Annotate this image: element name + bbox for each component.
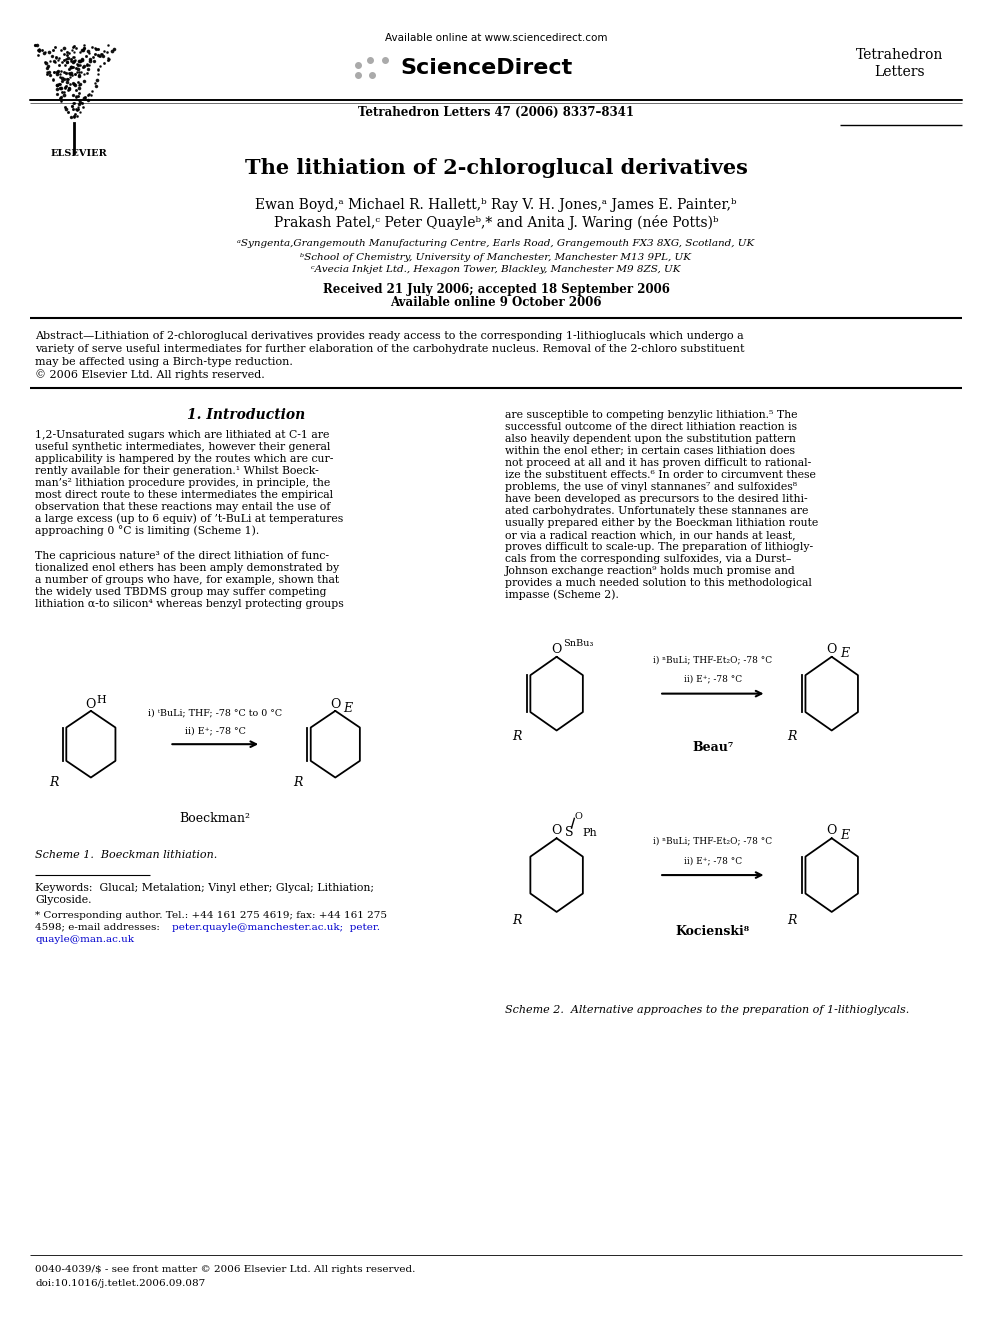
Text: a number of groups who have, for example, shown that: a number of groups who have, for example… [35,576,339,585]
Text: R: R [512,914,522,927]
Text: * Corresponding author. Tel.: +44 161 275 4619; fax: +44 161 275: * Corresponding author. Tel.: +44 161 27… [35,910,387,919]
Text: Johnson exchange reaction⁹ holds much promise and: Johnson exchange reaction⁹ holds much pr… [505,566,796,576]
Text: Received 21 July 2006; accepted 18 September 2006: Received 21 July 2006; accepted 18 Septe… [322,283,670,295]
Text: © 2006 Elsevier Ltd. All rights reserved.: © 2006 Elsevier Ltd. All rights reserved… [35,369,265,381]
Text: R: R [512,730,522,742]
Text: ᵃSyngenta,Grangemouth Manufacturing Centre, Earls Road, Grangemouth FX3 8XG, Sco: ᵃSyngenta,Grangemouth Manufacturing Cent… [237,239,755,249]
Text: ii) E⁺; -78 °C: ii) E⁺; -78 °C [185,726,246,736]
Text: H: H [96,695,106,705]
Text: ize the substituent effects.⁶ In order to circumvent these: ize the substituent effects.⁶ In order t… [505,470,815,480]
Text: successful outcome of the direct lithiation reaction is: successful outcome of the direct lithiat… [505,422,797,433]
Text: approaching 0 °C is limiting (Scheme 1).: approaching 0 °C is limiting (Scheme 1). [35,525,259,536]
Text: ᶜAvecia Inkjet Ltd., Hexagon Tower, Blackley, Manchester M9 8ZS, UK: ᶜAvecia Inkjet Ltd., Hexagon Tower, Blac… [311,266,681,274]
Text: most direct route to these intermediates the empirical: most direct route to these intermediates… [35,490,333,500]
Text: ii) E⁺; -78 °C: ii) E⁺; -78 °C [683,675,742,684]
Text: ScienceDirect: ScienceDirect [400,58,572,78]
Text: Tetrahedron: Tetrahedron [856,48,943,62]
Text: 0040-4039/$ - see front matter © 2006 Elsevier Ltd. All rights reserved.: 0040-4039/$ - see front matter © 2006 El… [35,1266,416,1274]
Text: man’s² lithiation procedure provides, in principle, the: man’s² lithiation procedure provides, in… [35,478,330,488]
Text: The capricious nature³ of the direct lithiation of func-: The capricious nature³ of the direct lit… [35,550,329,561]
Text: E: E [840,830,849,841]
Text: O: O [552,643,561,656]
Text: Tetrahedron Letters 47 (2006) 8337–8341: Tetrahedron Letters 47 (2006) 8337–8341 [358,106,634,119]
Text: 4598; e-mail addresses:: 4598; e-mail addresses: [35,922,163,931]
Text: Kocienski⁸: Kocienski⁸ [676,925,750,938]
Text: O: O [826,824,837,837]
Text: or via a radical reaction which, in our hands at least,: or via a radical reaction which, in our … [505,531,796,540]
Text: ELSEVIER: ELSEVIER [51,148,108,157]
Text: quayle@man.ac.uk: quayle@man.ac.uk [35,934,134,943]
Text: E: E [840,647,849,660]
Text: ated carbohydrates. Unfortunately these stannanes are: ated carbohydrates. Unfortunately these … [505,505,808,516]
Text: tionalized enol ethers has been amply demonstrated by: tionalized enol ethers has been amply de… [35,564,339,573]
Text: problems, the use of vinyl stannanes⁷ and sulfoxides⁸: problems, the use of vinyl stannanes⁷ an… [505,482,797,492]
Text: 1,2-Unsaturated sugars which are lithiated at C-1 are: 1,2-Unsaturated sugars which are lithiat… [35,430,329,441]
Text: Ewan Boyd,ᵃ Michael R. Hallett,ᵇ Ray V. H. Jones,ᵃ James E. Painter,ᵇ: Ewan Boyd,ᵃ Michael R. Hallett,ᵇ Ray V. … [255,198,737,212]
Text: S: S [565,826,573,839]
Text: lithiation α-to silicon⁴ whereas benzyl protecting groups: lithiation α-to silicon⁴ whereas benzyl … [35,599,344,609]
Text: ii) E⁺; -78 °C: ii) E⁺; -78 °C [683,856,742,865]
Text: provides a much needed solution to this methodological: provides a much needed solution to this … [505,578,811,587]
Text: R: R [49,777,59,789]
Text: O: O [552,824,561,837]
Text: within the enol ether; in certain cases lithiation does: within the enol ether; in certain cases … [505,446,795,456]
Text: also heavily dependent upon the substitution pattern: also heavily dependent upon the substitu… [505,434,796,445]
Text: Boeckman²: Boeckman² [180,812,251,826]
Text: rently available for their generation.¹ Whilst Boeck-: rently available for their generation.¹ … [35,466,318,476]
Text: ᵇSchool of Chemistry, University of Manchester, Manchester M13 9PL, UK: ᵇSchool of Chemistry, University of Manc… [301,253,691,262]
Text: have been developed as precursors to the desired lithi-: have been developed as precursors to the… [505,493,807,504]
Text: O: O [330,697,340,710]
Text: Letters: Letters [875,65,926,79]
Text: Available online 9 October 2006: Available online 9 October 2006 [390,296,602,310]
Text: Ph: Ph [582,828,597,837]
Text: cals from the corresponding sulfoxides, via a Durst–: cals from the corresponding sulfoxides, … [505,554,792,564]
Text: useful synthetic intermediates, however their general: useful synthetic intermediates, however … [35,442,330,452]
Text: R: R [788,914,797,927]
Text: R: R [788,730,797,742]
Text: variety of serve useful intermediates for further elaboration of the carbohydrat: variety of serve useful intermediates fo… [35,344,745,355]
Text: impasse (Scheme 2).: impasse (Scheme 2). [505,590,619,601]
Text: Prakash Patel,ᶜ Peter Quayleᵇ,* and Anita J. Waring (née Potts)ᵇ: Prakash Patel,ᶜ Peter Quayleᵇ,* and Anit… [274,214,718,229]
Text: O: O [574,812,582,822]
Text: i) ⁿBuLi; THF-Et₂O; -78 °C: i) ⁿBuLi; THF-Et₂O; -78 °C [654,836,773,845]
Text: R: R [294,777,303,789]
Text: i) ⁿBuLi; THF-Et₂O; -78 °C: i) ⁿBuLi; THF-Et₂O; -78 °C [654,655,773,664]
Text: peter.quayle@manchester.ac.uk;  peter.: peter.quayle@manchester.ac.uk; peter. [172,922,380,931]
Text: The lithiation of 2-chloroglucal derivatives: The lithiation of 2-chloroglucal derivat… [245,157,747,179]
Text: may be affected using a Birch-type reduction.: may be affected using a Birch-type reduc… [35,357,293,366]
Text: observation that these reactions may entail the use of: observation that these reactions may ent… [35,501,330,512]
Text: O: O [826,643,837,656]
Text: Abstract—Lithiation of 2-chloroglucal derivatives provides ready access to the c: Abstract—Lithiation of 2-chloroglucal de… [35,331,744,341]
Text: E: E [343,701,352,714]
Text: Glycoside.: Glycoside. [35,894,91,905]
Text: Scheme 2.  Alternative approaches to the preparation of 1-lithioglycals.: Scheme 2. Alternative approaches to the … [505,1005,910,1015]
Text: Beau⁷: Beau⁷ [692,741,733,754]
Text: are susceptible to competing benzylic lithiation.⁵ The: are susceptible to competing benzylic li… [505,410,798,419]
Text: a large excess (up to 6 equiv) of ’t-BuLi at temperatures: a large excess (up to 6 equiv) of ’t-BuL… [35,513,343,524]
Text: applicability is hampered by the routes which are cur-: applicability is hampered by the routes … [35,454,333,464]
Text: i) ᵗBuLi; THF; -78 °C to 0 °C: i) ᵗBuLi; THF; -78 °C to 0 °C [148,709,283,718]
Text: Available online at www.sciencedirect.com: Available online at www.sciencedirect.co… [385,33,607,44]
Text: Keywords:  Glucal; Metalation; Vinyl ether; Glycal; Lithiation;: Keywords: Glucal; Metalation; Vinyl ethe… [35,882,374,893]
Text: 1. Introduction: 1. Introduction [186,407,306,422]
Text: proves difficult to scale-up. The preparation of lithiogly-: proves difficult to scale-up. The prepar… [505,542,813,552]
Text: not proceed at all and it has proven difficult to rational-: not proceed at all and it has proven dif… [505,458,811,468]
Text: usually prepared either by the Boeckman lithiation route: usually prepared either by the Boeckman … [505,519,818,528]
Text: O: O [85,697,96,710]
Text: the widely used TBDMS group may suffer competing: the widely used TBDMS group may suffer c… [35,587,326,597]
Text: doi:10.1016/j.tetlet.2006.09.087: doi:10.1016/j.tetlet.2006.09.087 [35,1279,205,1289]
Text: SnBu₃: SnBu₃ [563,639,594,648]
Text: Scheme 1.  Boeckman lithiation.: Scheme 1. Boeckman lithiation. [35,849,217,860]
